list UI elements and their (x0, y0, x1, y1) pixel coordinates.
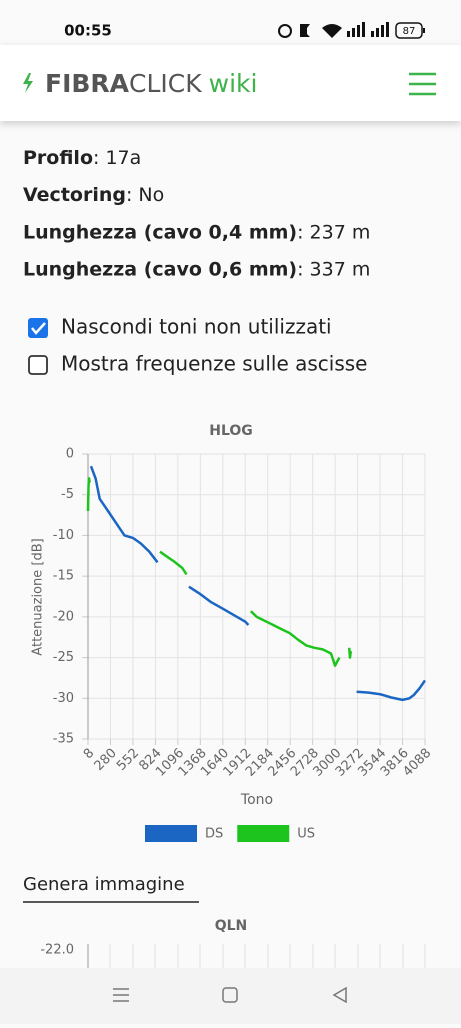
y-tick-label: -10 (53, 528, 74, 543)
y-tick-label: -20 (53, 609, 74, 624)
y-tick-label: -25 (53, 650, 74, 665)
legend-swatch[interactable] (237, 825, 290, 842)
legend-label[interactable]: US (297, 827, 315, 842)
next-chart-grid (109, 944, 426, 968)
info-label: Lunghezza (cavo 0,6 mm) (23, 258, 297, 280)
option-label[interactable]: Mostra frequenze sulle ascisse (61, 352, 367, 376)
line-series (86, 477, 353, 667)
info-value: : No (126, 184, 164, 206)
status-time: 00:55 (64, 22, 112, 40)
info-line: Profilo: 17a (23, 147, 141, 169)
x-axis-label: Tono (240, 792, 273, 808)
info-list: Profilo: 17a Vectoring: No Lunghezza (cavo… (23, 147, 370, 281)
info-label: Profilo (23, 147, 93, 169)
info-label: Lunghezza (cavo 0,4 mm) (23, 221, 297, 243)
battery-level: 87 (403, 26, 416, 37)
nav-recent[interactable] (113, 988, 129, 1002)
next-chart-tick: -22.0 (40, 943, 74, 958)
options: Nascondi toni non utilizzati Mostra frequ… (28, 315, 367, 376)
logo-bolt (23, 73, 33, 93)
option-label[interactable]: Nascondi toni non utilizzati (61, 315, 332, 339)
info-value: : 237 m (297, 221, 370, 243)
chart-title: HLOG (209, 423, 253, 439)
next-chart-title: QLN (215, 918, 248, 934)
info-line: Lunghezza (cavo 0,6 mm): 337 m (23, 258, 370, 280)
brand-bold: FIBRA (45, 69, 130, 98)
brand-light: CLICK (129, 69, 202, 98)
status-icons (278, 22, 425, 39)
y-tick-label: 0 (66, 447, 74, 462)
link[interactable]: Genera immagine (23, 874, 185, 895)
info-line: Vectoring: No (23, 184, 164, 206)
menu-button[interactable] (409, 72, 436, 96)
brand[interactable]: FIBRACLICK wiki (45, 69, 257, 98)
header-bar (0, 45, 461, 121)
info-value: : 17a (93, 147, 141, 169)
nav-bar (0, 968, 461, 1024)
line-series (89, 465, 427, 702)
checkmark (31, 322, 46, 335)
nav-back[interactable] (332, 986, 347, 1004)
y-tick-label: -35 (53, 732, 74, 747)
y-axis-label: Attenuazione [dB] (31, 538, 46, 655)
y-tick-label: -15 (53, 569, 74, 584)
y-tick-label: -30 (53, 691, 74, 706)
legend-swatch[interactable] (145, 825, 197, 842)
info-label: Vectoring (23, 184, 126, 206)
brand-wiki: wiki (209, 69, 258, 98)
info-line: Lunghezza (cavo 0,4 mm): 237 m (23, 221, 370, 243)
checkbox[interactable] (28, 355, 48, 375)
checkbox-checked[interactable] (28, 318, 48, 338)
legend-label[interactable]: DS (205, 827, 223, 842)
nav-home[interactable] (222, 987, 238, 1003)
y-tick-label: -5 (61, 487, 74, 502)
info-value: : 337 m (297, 258, 370, 280)
